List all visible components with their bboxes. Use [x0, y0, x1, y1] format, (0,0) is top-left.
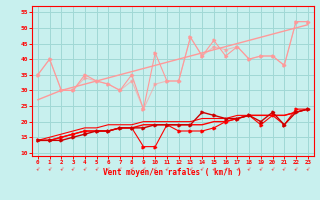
X-axis label: Vent moyen/en rafales ( km/h ): Vent moyen/en rafales ( km/h ): [103, 168, 242, 177]
Text: $\downarrow$: $\downarrow$: [244, 163, 254, 173]
Text: $\downarrow$: $\downarrow$: [103, 163, 113, 173]
Text: $\downarrow$: $\downarrow$: [92, 163, 101, 173]
Text: $\downarrow$: $\downarrow$: [279, 163, 289, 173]
Text: $\downarrow$: $\downarrow$: [174, 163, 183, 173]
Text: $\downarrow$: $\downarrow$: [221, 163, 230, 173]
Text: $\downarrow$: $\downarrow$: [233, 163, 242, 173]
Text: $\downarrow$: $\downarrow$: [115, 163, 125, 173]
Text: $\downarrow$: $\downarrow$: [268, 163, 277, 173]
Text: $\downarrow$: $\downarrow$: [303, 163, 313, 173]
Text: $\downarrow$: $\downarrow$: [127, 163, 137, 173]
Text: $\downarrow$: $\downarrow$: [139, 163, 148, 173]
Text: $\downarrow$: $\downarrow$: [57, 163, 66, 173]
Text: $\downarrow$: $\downarrow$: [197, 163, 207, 173]
Text: $\downarrow$: $\downarrow$: [162, 163, 172, 173]
Text: $\downarrow$: $\downarrow$: [33, 163, 43, 173]
Text: $\downarrow$: $\downarrow$: [256, 163, 266, 173]
Text: $\downarrow$: $\downarrow$: [186, 163, 195, 173]
Text: $\downarrow$: $\downarrow$: [209, 163, 219, 173]
Text: $\downarrow$: $\downarrow$: [68, 163, 78, 173]
Text: $\downarrow$: $\downarrow$: [80, 163, 90, 173]
Text: $\downarrow$: $\downarrow$: [150, 163, 160, 173]
Text: $\downarrow$: $\downarrow$: [45, 163, 54, 173]
Text: $\downarrow$: $\downarrow$: [291, 163, 301, 173]
